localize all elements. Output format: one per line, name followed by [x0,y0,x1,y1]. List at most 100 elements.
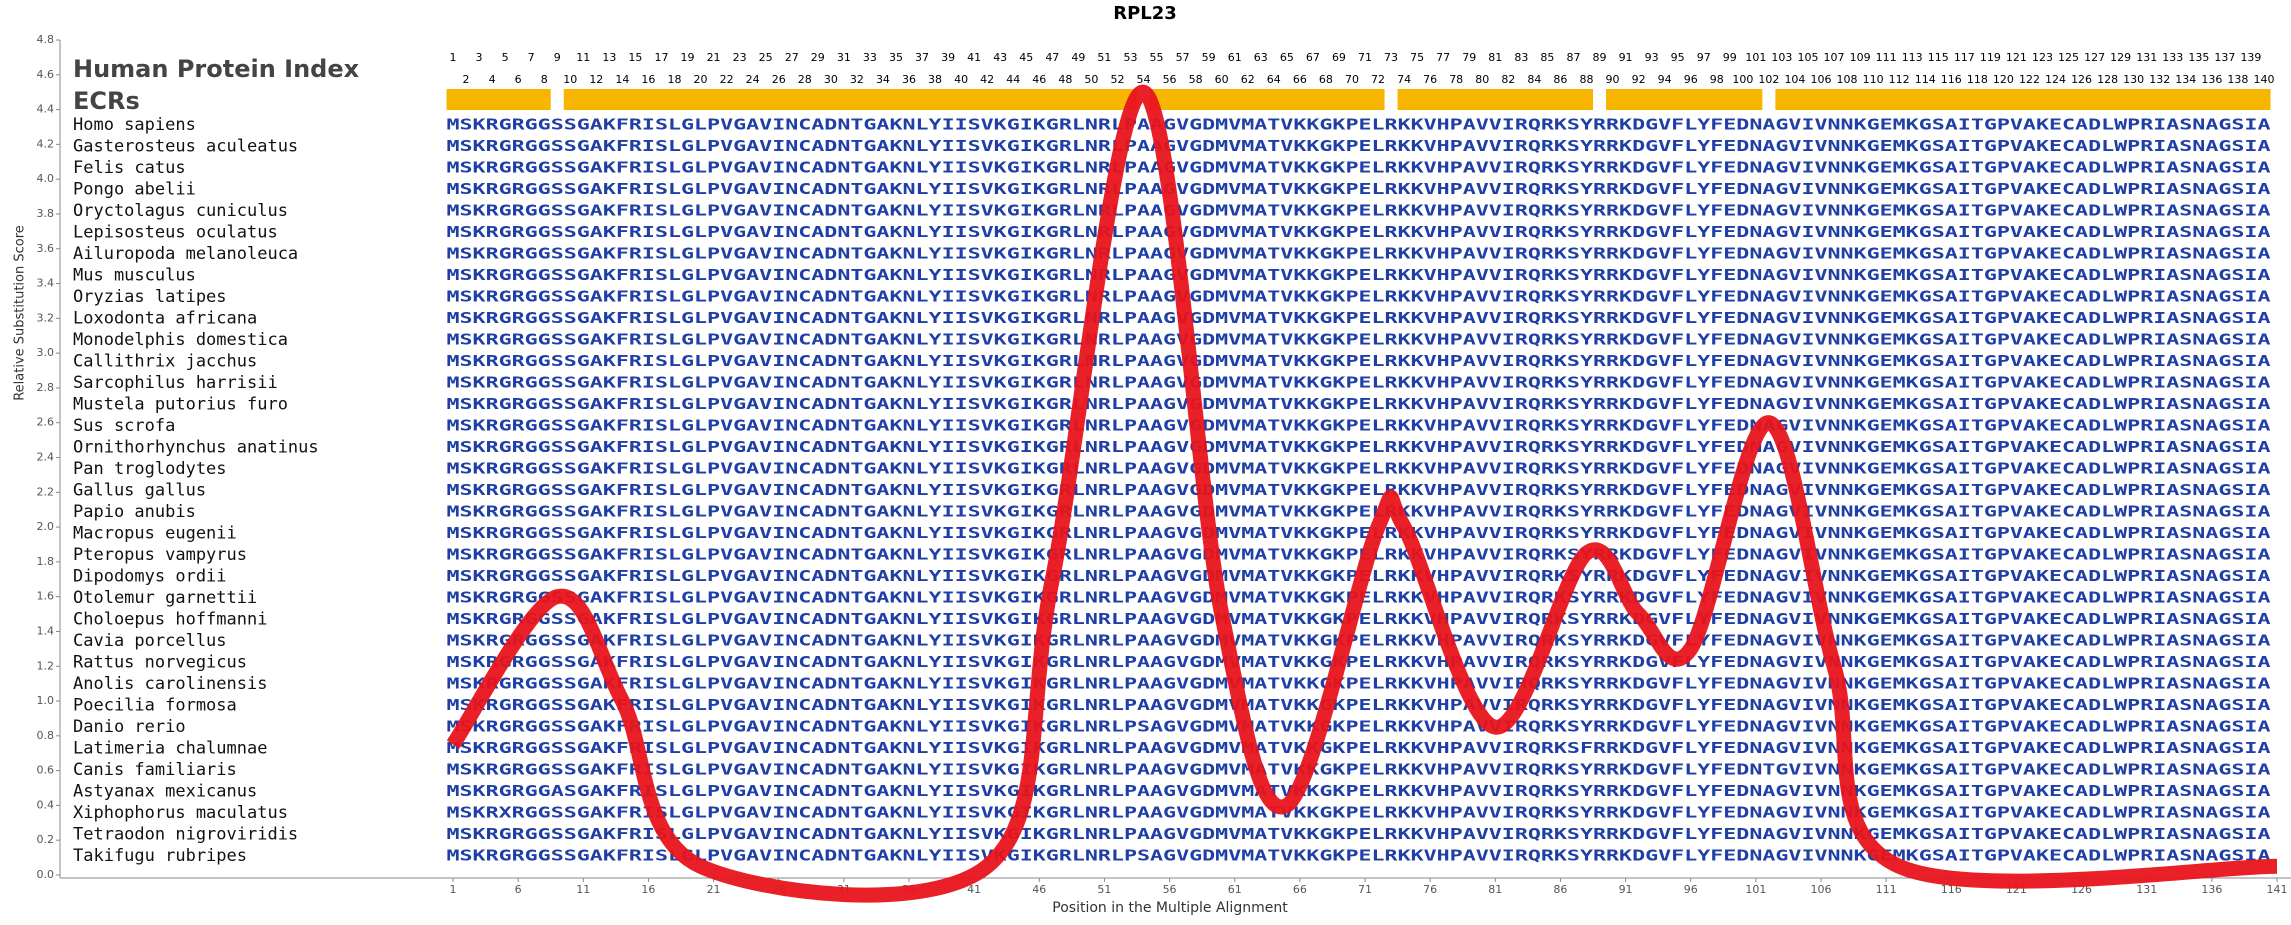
x-tick-label: 21 [707,883,721,896]
index-number: 101 [1745,51,1766,64]
sequence: MSKRGRGGSSGAKFRISLGLPVGAVINCADNTGAKNLYII… [446,374,2270,392]
index-number: 98 [1710,73,1724,86]
index-number: 92 [1632,73,1646,86]
index-number: 34 [876,73,890,86]
y-tick-label: 4.2 [37,137,55,150]
sequence: MSKRGRGGSSGAKFRISLGLPVGAVINCADNTGAKNLYII… [446,352,2270,370]
x-tick-label: 106 [1811,883,1832,896]
y-tick-label: 1.6 [37,590,55,603]
species-name: Callithrix jacchus [73,352,257,372]
index-number: 111 [1876,51,1897,64]
index-number: 108 [1837,73,1858,86]
y-tick-label: 4.6 [37,68,55,81]
index-number: 106 [1811,73,1832,86]
species-name: Choloepus hoffmanni [73,610,267,630]
index-number: 79 [1462,51,1476,64]
index-number: 118 [1967,73,1988,86]
species-name: Anolis carolinensis [73,674,267,694]
index-number: 30 [824,73,838,86]
index-number: 46 [1032,73,1046,86]
index-number: 5 [502,51,509,64]
ecr-bar [1150,89,1385,110]
sequence: MSKRGRGGSSGAKFRISLGLPVGAVINCADNTGAKNLYII… [446,438,2270,456]
score-line [446,84,2278,903]
index-number: 47 [1045,51,1059,64]
index-number: 76 [1423,73,1437,86]
index-number: 105 [1797,51,1818,64]
index-number: 116 [1941,73,1962,86]
index-number: 49 [1071,51,1085,64]
index-number: 22 [720,73,734,86]
index-number: 122 [2019,73,2040,86]
index-number: 80 [1475,73,1489,86]
index-number: 26 [772,73,786,86]
sequence: MSKRGRGGSSGAKFRISLGLPVGAVINCADNTGAKNLYII… [446,180,2270,198]
index-number: 66 [1293,73,1307,86]
index-number: 11 [576,51,590,64]
index-number: 82 [1501,73,1515,86]
x-tick-label: 46 [1032,883,1046,896]
index-number: 113 [1902,51,1923,64]
index-number: 16 [641,73,655,86]
index-number: 99 [1723,51,1737,64]
species-name: Mus musculus [73,266,196,286]
species-name: Felis catus [73,158,186,178]
y-tick-label: 3.8 [37,207,55,220]
index-number: 39 [941,51,955,64]
index-number: 123 [2032,51,2053,64]
y-tick-label: 3.0 [37,346,55,359]
index-number: 91 [1619,51,1633,64]
index-number: 77 [1436,51,1450,64]
index-number: 140 [2253,73,2274,86]
index-number: 1 [450,51,457,64]
y-tick-label: 4.4 [37,103,55,116]
x-tick-label: 16 [641,883,655,896]
index-number: 129 [2110,51,2131,64]
species-name: Poecilia formosa [73,696,237,716]
index-number: 59 [1202,51,1216,64]
y-tick-label: 2.4 [37,451,55,464]
sequence: MSKRGRGGSSGAKFRISLGLPVGAVINCADNTGAKNLYII… [446,718,2270,736]
y-tick-label: 0.0 [37,868,55,881]
index-number: 138 [2227,73,2248,86]
sequence: MSKRGRGGSSGAKFRISLGLPVGAVINCADNTGAKNLYII… [446,202,2270,220]
species-name: Pan troglodytes [73,459,227,479]
species-name: Takifugu rubripes [73,846,247,866]
sequence: MSKRGRGGSSGAKFRISLGLPVGAVINCADNTGAKNLYII… [446,395,2270,413]
index-number: 85 [1540,51,1554,64]
sequence: MSKRGRGGSSGAKFRISLGLPVGAVINCADNTGAKNLYII… [446,546,2270,564]
species-name: Macropus eugenii [73,524,237,544]
sequence: MSKRGRGGSSGAKFRISLGLPVGAVINCADNTGAKNLYII… [446,653,2270,671]
index-number: 8 [541,73,548,86]
x-tick-label: 51 [1097,883,1111,896]
index-number: 6 [515,73,522,86]
y-tick-label: 3.6 [37,242,55,255]
index-number: 135 [2188,51,2209,64]
index-number: 13 [602,51,616,64]
index-number: 110 [1863,73,1884,86]
species-name: Lepisosteus oculatus [73,223,278,243]
y-tick-label: 3.2 [37,311,55,324]
index-number: 18 [667,73,681,86]
species-name: Oryzias latipes [73,287,227,307]
index-number: 88 [1579,73,1593,86]
index-number: 25 [759,51,773,64]
index-number: 65 [1280,51,1294,64]
index-number: 100 [1732,73,1753,86]
y-tick-label: 1.8 [37,555,55,568]
index-number: 104 [1784,73,1805,86]
sequence: MSKRGRGGSSGAKFRISLGLPVGAVINCADNTGAKNLYII… [446,503,2270,521]
species-name: Loxodonta africana [73,309,257,329]
index-number: 56 [1163,73,1177,86]
index-number: 133 [2162,51,2183,64]
index-number: 20 [694,73,708,86]
index-number: 95 [1671,51,1685,64]
index-number: 68 [1319,73,1333,86]
index-number: 102 [1758,73,1779,86]
ecr-bar [1606,89,1763,110]
index-number: 90 [1606,73,1620,86]
index-number: 62 [1241,73,1255,86]
y-tick-label: 1.0 [37,694,55,707]
index-number: 125 [2058,51,2079,64]
sequence: MSKRGRGGSSGAKFRISLGLPVGAVINCADNTGAKNLYII… [446,245,2270,263]
